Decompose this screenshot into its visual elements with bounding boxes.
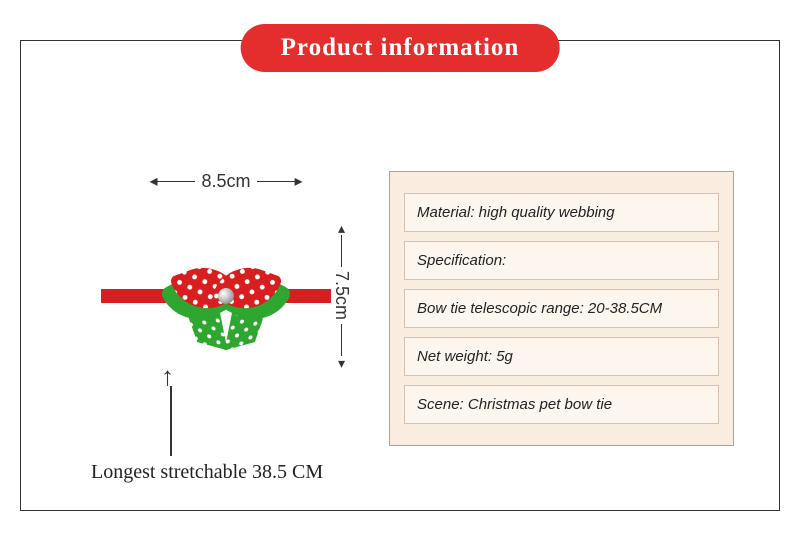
length-label: Longest stretchable 38.5 CM: [91, 461, 323, 484]
width-dimension: ◂ 8.5cm ▸: [151, 171, 301, 192]
bow: [171, 256, 281, 346]
width-label: 8.5cm: [201, 171, 250, 192]
info-row: Specification:: [404, 241, 719, 280]
content-frame: ◂ 8.5cm ▸ ▴ 7.5cm ▾: [20, 40, 780, 511]
bow-tie-image: [101, 241, 331, 351]
product-diagram: ◂ 8.5cm ▸ ▴ 7.5cm ▾: [71, 171, 391, 491]
length-arrow: ↑: [161, 361, 174, 456]
info-row: Material: high quality webbing: [404, 193, 719, 232]
info-row: Bow tie telescopic range: 20-38.5CM: [404, 289, 719, 328]
info-panel: Material: high quality webbing Specifica…: [389, 171, 734, 446]
height-dimension: ▴ 7.5cm ▾: [331, 221, 352, 341]
info-row: Scene: Christmas pet bow tie: [404, 385, 719, 424]
info-row: Net weight: 5g: [404, 337, 719, 376]
height-label: 7.5cm: [331, 271, 352, 320]
title-badge: Product information: [241, 24, 560, 72]
